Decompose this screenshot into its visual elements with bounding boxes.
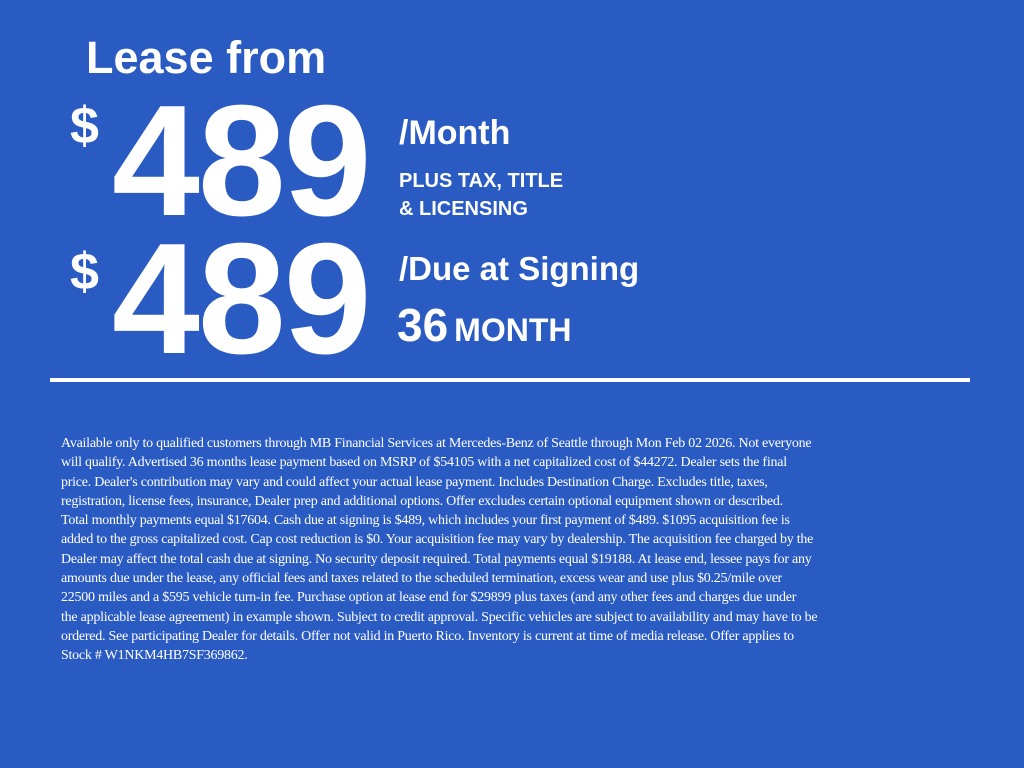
lease-term: 36 MONTH — [397, 298, 571, 352]
due-amount: 489 — [112, 211, 372, 387]
monthly-currency: $ — [70, 97, 99, 155]
disclaimer-line: amounts due under the lease, any officia… — [61, 571, 782, 587]
monthly-note-line1: PLUS TAX, TITLE — [399, 170, 564, 192]
disclaimer-line: price. Dealer's contribution may vary an… — [61, 474, 768, 490]
disclaimer-line: Stock # W1NKM4HB7SF369862. — [61, 648, 248, 664]
disclaimer-line: registration, license fees, insurance, D… — [61, 493, 783, 509]
disclaimer-line: 22500 miles and a $595 vehicle turn-in f… — [61, 590, 797, 606]
due-label: /Due at Signing — [399, 250, 640, 287]
disclaimer-line: Total monthly payments equal $17604. Cas… — [61, 513, 790, 529]
monthly-label: /Month — [399, 114, 511, 152]
due-currency: $ — [70, 243, 99, 301]
monthly-note-line2: & LICENSING — [399, 198, 528, 220]
disclaimer-line: Dealer may affect the total cash due at … — [61, 551, 812, 567]
disclaimer-line: added to the gross capitalized cost. Cap… — [61, 532, 814, 548]
term-unit: MONTH — [454, 312, 572, 348]
term-number: 36 — [397, 299, 449, 351]
disclaimer-line: ordered. See participating Dealer for de… — [61, 628, 794, 644]
disclaimer-line: the applicable lease agreement) in examp… — [61, 609, 818, 625]
monthly-amount: 489 — [112, 73, 372, 249]
disclaimer: Available only to qualified customers th… — [61, 434, 818, 666]
divider — [50, 378, 970, 382]
disclaimer-line: will qualify. Advertised 36 months lease… — [61, 455, 787, 471]
disclaimer-line: Available only to qualified customers th… — [61, 436, 812, 451]
headline: Lease from — [86, 32, 327, 83]
